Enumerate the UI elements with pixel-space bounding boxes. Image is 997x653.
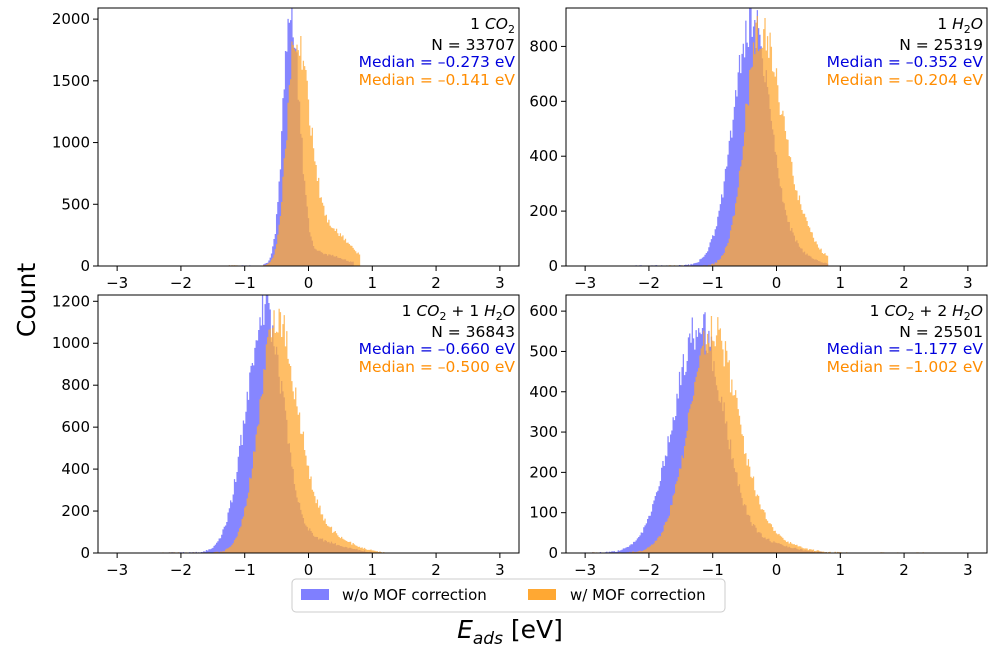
ytick-label: 2000: [52, 10, 90, 28]
xtick-label: −1: [234, 274, 256, 292]
sample-count: N = 25319: [899, 36, 983, 54]
xlabel-main: E: [457, 615, 473, 644]
ytick-label: 200: [529, 202, 558, 220]
median-with-correction: Median = –0.500 eV: [359, 358, 516, 376]
xtick-label: 3: [963, 561, 973, 579]
ytick-label: 1000: [52, 334, 90, 352]
ytick-label: 400: [529, 147, 558, 165]
xtick-label: 0: [304, 561, 314, 579]
xtick-label: −2: [170, 561, 192, 579]
ytick-label: 1500: [52, 72, 90, 90]
ytick-label: 0: [548, 257, 558, 275]
legend-label-with: w/ MOF correction: [570, 586, 706, 604]
legend-frame: [291, 578, 726, 613]
ytick-label: 100: [529, 504, 558, 522]
median-without-correction: Median = –0.273 eV: [359, 53, 516, 71]
legend-swatch-without: [301, 589, 329, 600]
legend: w/o MOF correction w/ MOF correction: [291, 578, 726, 613]
ytick-label: 600: [529, 92, 558, 110]
ytick-label: 800: [61, 376, 90, 394]
histogram-bars: [571, 312, 982, 553]
histogram-with-mof-correction: [571, 16, 982, 266]
ytick-label: 600: [61, 418, 90, 436]
sample-count: N = 36843: [431, 323, 515, 341]
median-with-correction: Median = –0.141 eV: [359, 71, 516, 89]
ytick-label: 200: [61, 502, 90, 520]
xtick-label: −3: [106, 561, 128, 579]
ytick-label: 0: [548, 544, 558, 562]
xtick-label: 2: [899, 561, 909, 579]
sample-count: N = 25501: [899, 323, 983, 341]
xlabel-sub: ads: [473, 629, 503, 649]
panel-label: 1 CO2 + 2 H2O: [870, 302, 983, 323]
xtick-label: 3: [495, 274, 505, 292]
ytick-label: 600: [529, 302, 558, 320]
xtick-label: 0: [304, 274, 314, 292]
ytick-label: 400: [529, 383, 558, 401]
xtick-label: 1: [368, 561, 378, 579]
figure-xlabel: Eads [eV]: [457, 615, 563, 649]
xtick-label: −2: [638, 274, 660, 292]
xtick-label: −3: [574, 561, 596, 579]
sample-count: N = 33707: [431, 36, 515, 54]
xtick-label: −3: [574, 274, 596, 292]
histogram-with-mof-correction: [103, 36, 514, 266]
xtick-label: −3: [106, 274, 128, 292]
histogram-with-mof-correction: [571, 316, 982, 553]
ytick-label: 0: [80, 544, 90, 562]
median-without-correction: Median = –0.352 eV: [827, 53, 984, 71]
xtick-label: −1: [234, 561, 256, 579]
xlabel-unit: [eV]: [503, 615, 563, 644]
ytick-label: 1000: [52, 134, 90, 152]
legend-swatch-with: [528, 589, 556, 600]
xtick-label: 2: [431, 274, 441, 292]
ytick-label: 500: [61, 195, 90, 213]
histogram-bars: [103, 295, 514, 553]
xtick-label: 2: [899, 274, 909, 292]
panel-label: 1 H2O: [937, 15, 983, 36]
xtick-label: −1: [702, 561, 724, 579]
xtick-label: −1: [702, 274, 724, 292]
panel-label: 1 CO2: [470, 15, 515, 36]
histogram-with-mof-correction: [103, 308, 514, 553]
histogram-bars: [103, 8, 514, 266]
legend-label-without: w/o MOF correction: [342, 586, 487, 604]
xtick-label: 0: [772, 561, 782, 579]
xtick-label: 1: [836, 274, 846, 292]
median-without-correction: Median = –1.177 eV: [827, 340, 984, 358]
ytick-label: 200: [529, 463, 558, 481]
xtick-label: 0: [772, 274, 782, 292]
median-with-correction: Median = –0.204 eV: [827, 71, 984, 89]
ytick-label: 300: [529, 423, 558, 441]
xtick-label: 2: [431, 561, 441, 579]
panel-4: −3 −2 −1 0 1 2 3 0 100 200 300 400 500 600 1 CO2 + 2 H…: [529, 294, 988, 579]
ytick-label: 500: [529, 342, 558, 360]
ytick-label: 1200: [52, 292, 90, 310]
histogram-bars: [571, 8, 982, 266]
median-without-correction: Median = –0.660 eV: [359, 340, 516, 358]
xtick-label: −2: [170, 274, 192, 292]
xtick-label: 3: [495, 561, 505, 579]
figure-ylabel: Count: [12, 263, 41, 337]
xtick-label: 3: [963, 274, 973, 292]
median-with-correction: Median = –1.002 eV: [827, 358, 984, 376]
ytick-label: 400: [61, 460, 90, 478]
ytick-label: 800: [529, 37, 558, 55]
xtick-label: 1: [836, 561, 846, 579]
xtick-label: 1: [368, 274, 378, 292]
histogram-without-mof-correction: [571, 312, 982, 553]
ytick-label: 0: [80, 257, 90, 275]
panel-label: 1 CO2 + 1 H2O: [402, 302, 515, 323]
panel-3: −3 −2 −1 0 1 2 3 0 200 400 600 800 1000 1200 1 CO2 + 1…: [52, 292, 520, 579]
xtick-label: −2: [638, 561, 660, 579]
